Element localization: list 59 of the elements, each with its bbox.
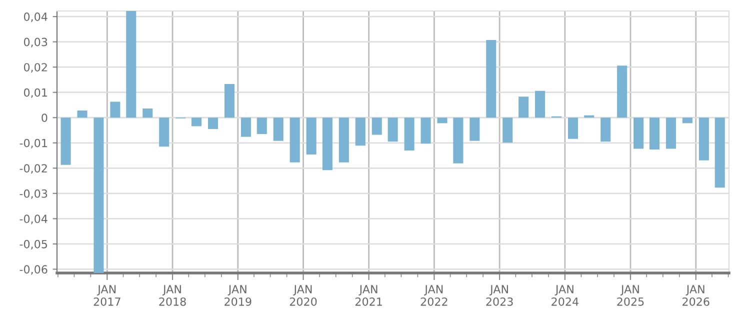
x-tick-label: JAN 2025 <box>617 285 644 306</box>
bar <box>698 118 709 160</box>
y-tick-label: 0,04 <box>24 12 48 22</box>
bar <box>682 118 692 124</box>
bar <box>224 84 234 118</box>
bar <box>437 118 448 124</box>
y-tick-label: -0,02 <box>20 164 47 174</box>
y-tick-label: -0,03 <box>20 189 48 199</box>
bar <box>60 118 71 165</box>
bar <box>486 40 496 118</box>
x-tick-label: JAN 2022 <box>420 285 448 306</box>
x-tick-label: JAN 2017 <box>94 285 120 306</box>
bar <box>388 118 398 142</box>
y-tick-label: -0,06 <box>20 265 48 275</box>
bar <box>600 118 611 142</box>
bar <box>338 118 349 162</box>
bar <box>94 118 104 273</box>
bar <box>372 118 382 135</box>
x-tick-label: JAN 2019 <box>224 285 252 306</box>
x-tick-label: JAN 2018 <box>159 285 186 306</box>
bar <box>568 118 578 139</box>
x-tick-label: JAN 2020 <box>290 285 317 306</box>
bar <box>355 118 366 146</box>
bar <box>110 102 120 118</box>
bar <box>306 118 316 155</box>
x-tick-label: JAN 2023 <box>486 285 513 306</box>
x-tick-label: JAN 2026 <box>682 285 710 306</box>
x-tick-label: JAN 2024 <box>552 285 578 306</box>
bar <box>322 118 332 170</box>
bar <box>273 118 284 141</box>
bar <box>470 118 480 141</box>
bar <box>649 118 660 150</box>
y-tick-label: -0,04 <box>20 214 48 224</box>
bar <box>617 66 628 118</box>
y-tick-label: -0,01 <box>20 138 47 148</box>
y-tick-label: 0 <box>42 114 48 122</box>
bar <box>256 118 267 134</box>
bar <box>126 11 136 118</box>
x-tick-label: JAN 2021 <box>355 285 382 306</box>
y-tick-label: 0,02 <box>24 63 47 73</box>
bar <box>208 118 218 129</box>
bar <box>240 118 251 137</box>
bar <box>535 90 546 118</box>
bar <box>77 110 88 118</box>
y-tick-label: -0,05 <box>20 240 48 250</box>
bar <box>714 118 725 188</box>
bar <box>192 118 202 126</box>
bar <box>404 118 414 150</box>
y-tick-label: 0,01 <box>24 88 47 98</box>
y-tick-label: 0,03 <box>24 38 48 48</box>
bar <box>634 118 644 149</box>
bar <box>666 118 676 149</box>
bar <box>142 108 153 118</box>
bar <box>502 118 513 143</box>
bar <box>453 118 464 164</box>
bar <box>159 118 170 147</box>
bar <box>518 96 529 118</box>
bar <box>290 118 300 162</box>
bar <box>420 118 431 144</box>
